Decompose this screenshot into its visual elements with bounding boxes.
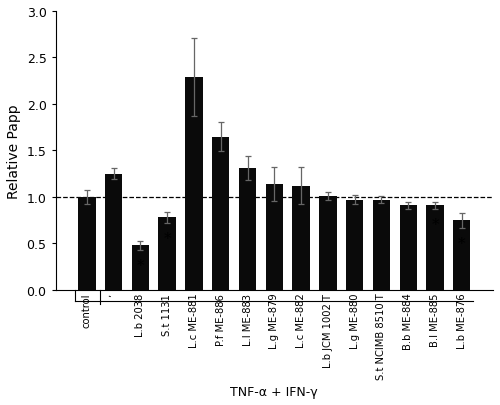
Bar (158, 218, 176, 290)
Bar (105, 174, 122, 290)
Bar (346, 200, 364, 290)
Bar (319, 196, 336, 290)
Y-axis label: Relative Papp: Relative Papp (7, 104, 21, 198)
Bar (400, 206, 417, 290)
Bar (453, 221, 470, 290)
Bar (212, 137, 230, 290)
Text: *: * (164, 232, 171, 247)
Bar (372, 200, 390, 290)
Bar (78, 198, 96, 290)
X-axis label: TNF-α + IFN-γ: TNF-α + IFN-γ (230, 385, 318, 398)
Bar (239, 169, 256, 290)
Bar (266, 185, 283, 290)
Text: *: * (431, 218, 439, 233)
Bar (426, 206, 444, 290)
Bar (132, 246, 149, 290)
Text: *: * (458, 237, 466, 252)
Bar (292, 186, 310, 290)
Text: *: * (136, 259, 144, 274)
Bar (185, 78, 202, 290)
